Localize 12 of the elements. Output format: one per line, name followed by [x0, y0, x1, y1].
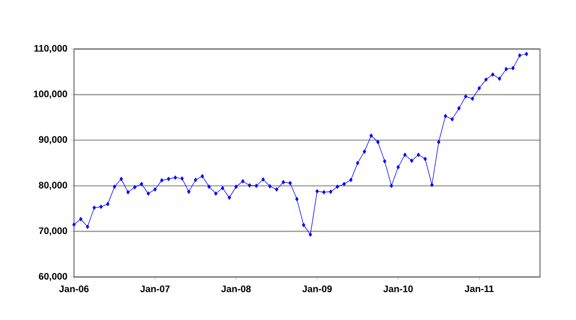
x-tick-label: Jan-10 [383, 286, 413, 292]
y-tick-label: 100,000 [34, 90, 68, 99]
y-tick-label: 90,000 [38, 136, 68, 144]
x-tick-label: Jan-06 [59, 286, 89, 292]
y-tick-label: 70,000 [38, 227, 68, 236]
x-tick-label: Jan-08 [221, 286, 251, 292]
x-tick-label: Jan-11 [464, 285, 494, 292]
y-tick-label: 60,000 [38, 272, 68, 282]
x-tick-label: Jan-09 [302, 286, 332, 292]
y-tick-label: 110,000 [34, 44, 68, 54]
y-tick-label: 80,000 [38, 182, 68, 190]
x-tick-label: Jan-07 [140, 286, 170, 292]
